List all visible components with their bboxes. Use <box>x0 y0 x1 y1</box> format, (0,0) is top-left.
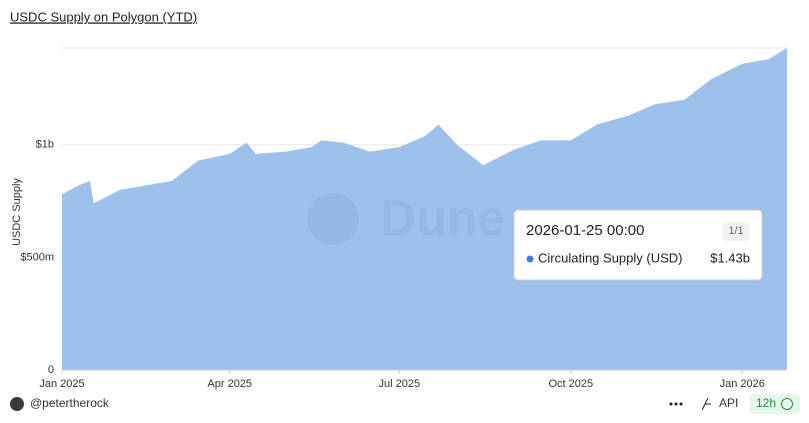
tooltip-value: $1.43b <box>710 250 750 265</box>
check-icon <box>781 398 793 410</box>
x-tick-label: Oct 2025 <box>548 378 593 390</box>
chart-title[interactable]: USDC Supply on Polygon (YTD) <box>10 9 197 24</box>
menu-dot[interactable] <box>669 402 673 406</box>
x-tick-label: Jan 2026 <box>720 378 765 390</box>
footer-user[interactable]: @petertherock <box>30 396 110 410</box>
menu-dot[interactable] <box>674 402 678 406</box>
y-tick-label: $1b <box>36 139 54 151</box>
y-axis-label: USDC Supply <box>11 178 23 246</box>
footer-refresh: 12h <box>756 396 776 410</box>
x-tick-label: Apr 2025 <box>207 378 252 390</box>
footer: @petertherock API 12h <box>10 394 800 414</box>
api-icon[interactable] <box>701 397 711 411</box>
y-tick-label: 0 <box>48 364 54 376</box>
tooltip-series: Circulating Supply (USD) <box>538 250 683 265</box>
tooltip-page-badge <box>723 221 749 241</box>
x-tick-label: Jan 2025 <box>39 378 84 390</box>
y-tick-label: $500m <box>20 251 54 263</box>
menu-dot[interactable] <box>679 402 683 406</box>
tooltip-dot <box>526 255 534 263</box>
area <box>62 48 787 370</box>
x-tick-label: Jul 2025 <box>379 378 421 390</box>
tooltip-date: 2026-01-25 00:00 <box>526 222 644 239</box>
watermark: Dune <box>380 190 505 246</box>
watermark-logo <box>307 193 359 245</box>
avatar[interactable] <box>10 397 24 411</box>
tooltip-page: 1/1 <box>728 225 743 237</box>
footer-api[interactable]: API <box>719 396 738 410</box>
tooltip-box <box>513 209 763 281</box>
tooltip: 2026-01-25 00:00 1/1 Circulating Supply … <box>513 209 763 281</box>
plot: 0 $500m $1b Dune Jan 2025 Apr 2025 Jul 2025 Oct… <box>20 47 787 390</box>
